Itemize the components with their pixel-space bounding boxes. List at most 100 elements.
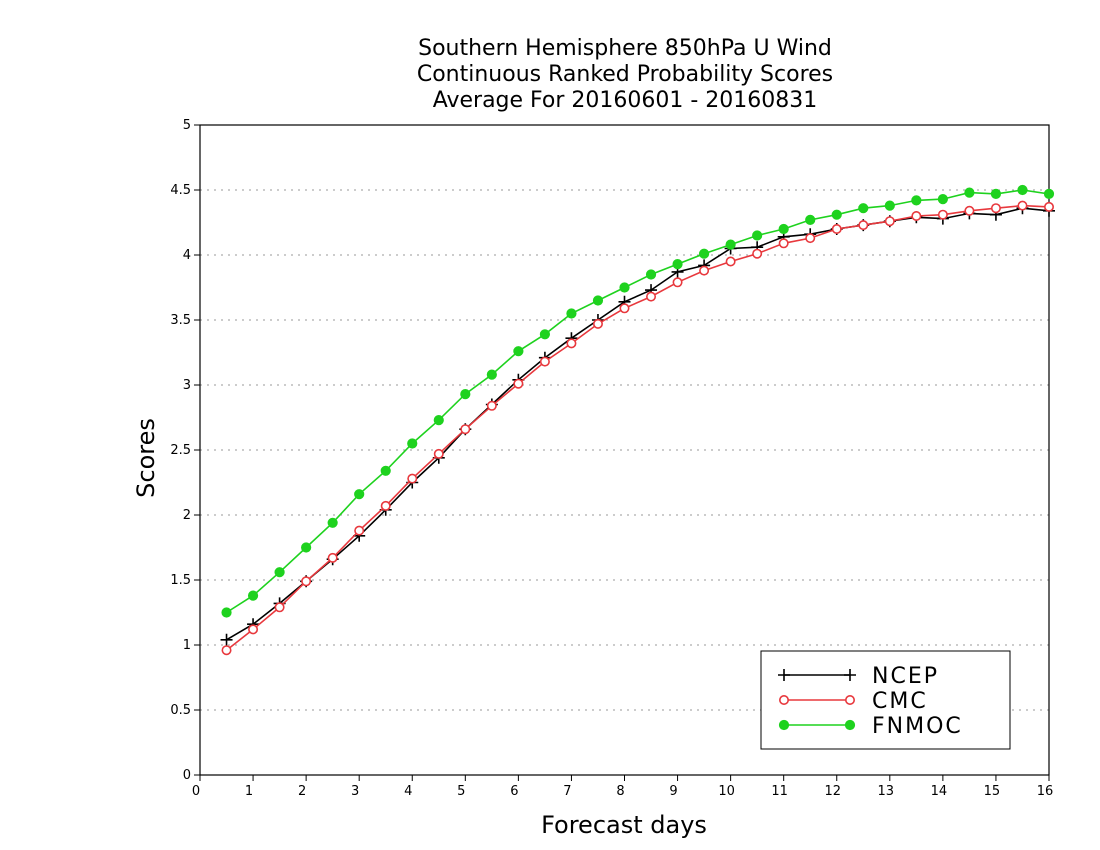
legend-label: FNMOC	[872, 714, 963, 739]
y-tick-label: 3.5	[170, 313, 191, 328]
data-point	[566, 308, 577, 319]
x-tick-label: 12	[824, 784, 841, 799]
data-point	[752, 230, 763, 241]
series-fnmoc	[221, 184, 1055, 618]
data-point	[844, 694, 855, 705]
data-point	[990, 203, 1001, 214]
y-tick-label: 4	[183, 248, 191, 263]
x-tick-label: 7	[563, 784, 571, 799]
legend-label: NCEP	[872, 664, 939, 689]
data-point	[1017, 200, 1028, 211]
data-point	[486, 400, 497, 411]
series-lines	[220, 184, 1055, 656]
data-point	[805, 214, 816, 225]
data-point	[460, 389, 471, 400]
data-point	[354, 489, 365, 500]
x-tick-label: 8	[616, 784, 624, 799]
data-point	[354, 525, 365, 536]
data-point	[725, 239, 736, 250]
y-tick-label: 5	[183, 118, 191, 133]
data-point	[274, 602, 285, 613]
data-point	[778, 694, 789, 705]
data-point	[752, 248, 763, 259]
y-tick-label: 1	[183, 638, 191, 653]
data-point	[884, 200, 895, 211]
series-line	[226, 207, 1050, 641]
data-point	[539, 356, 550, 367]
x-tick-label: 4	[404, 784, 412, 799]
x-tick-label: 14	[931, 784, 948, 799]
x-tick-label: 11	[771, 784, 788, 799]
data-point	[460, 424, 471, 435]
data-point	[1043, 188, 1055, 199]
chart-title: Southern Hemisphere 850hPa U Wind Contin…	[0, 36, 1100, 114]
x-tick-label: 6	[510, 784, 518, 799]
data-point	[831, 224, 842, 235]
x-tick-label: 3	[351, 784, 359, 799]
data-point	[301, 542, 312, 553]
data-point	[964, 187, 975, 198]
series-line	[226, 189, 1050, 614]
data-point	[248, 624, 259, 635]
y-tick-label: 4.5	[170, 183, 191, 198]
data-point	[619, 303, 630, 314]
data-point	[725, 256, 736, 267]
x-tick-label: 1	[245, 784, 253, 799]
x-tick-label: 13	[878, 784, 895, 799]
data-point	[274, 567, 285, 578]
data-point	[778, 223, 789, 235]
data-point	[301, 576, 312, 587]
legend-label: CMC	[872, 689, 928, 714]
data-point	[699, 265, 710, 276]
series-line	[226, 204, 1050, 651]
data-point	[592, 295, 604, 306]
data-point	[221, 607, 232, 618]
data-point	[221, 645, 232, 656]
data-point	[911, 195, 922, 206]
data-point	[407, 438, 418, 449]
data-point	[327, 552, 338, 563]
data-point	[220, 633, 233, 646]
data-point	[778, 719, 790, 731]
data-point	[247, 590, 259, 601]
legend-entry-ncep: NCEP	[778, 664, 939, 689]
x-tick-label: 16	[1037, 784, 1054, 799]
data-point	[1017, 184, 1028, 196]
series-ncep	[220, 202, 1055, 646]
data-point	[672, 277, 683, 288]
data-point	[645, 269, 657, 280]
data-point	[858, 203, 869, 214]
x-tick-label: 9	[669, 784, 677, 799]
legend-entry-cmc: CMC	[778, 689, 928, 714]
data-point	[380, 465, 391, 476]
data-point	[937, 209, 948, 220]
data-point	[844, 669, 856, 681]
title-line-2: Continuous Ranked Probability Scores	[416, 62, 834, 87]
data-point	[805, 233, 816, 244]
data-point	[433, 448, 444, 459]
data-point	[380, 500, 391, 511]
data-point	[831, 209, 842, 220]
data-point	[539, 329, 551, 340]
y-tick-label: 1.5	[170, 573, 191, 588]
x-tick-label: 10	[718, 784, 735, 799]
data-point	[778, 669, 790, 681]
x-axis-label: Forecast days	[541, 811, 707, 839]
data-point	[646, 291, 657, 302]
data-point	[513, 346, 524, 357]
data-point	[884, 216, 895, 227]
legend-entry-fnmoc: FNMOC	[778, 714, 963, 739]
data-point	[844, 719, 856, 731]
x-tick-label: 0	[192, 784, 200, 799]
data-point	[937, 194, 948, 205]
x-tick-label: 5	[457, 784, 465, 799]
data-point	[672, 259, 683, 270]
data-point	[990, 188, 1002, 199]
y-tick-label: 3	[183, 378, 191, 393]
data-point	[327, 517, 338, 528]
y-tick-label: 2.5	[170, 443, 191, 458]
axes: 00.511.522.533.544.550 1 2 3 4 5 6 7 8 9 10 11 12 13 1…	[170, 118, 1053, 799]
data-point	[566, 338, 577, 349]
data-point	[911, 211, 922, 222]
